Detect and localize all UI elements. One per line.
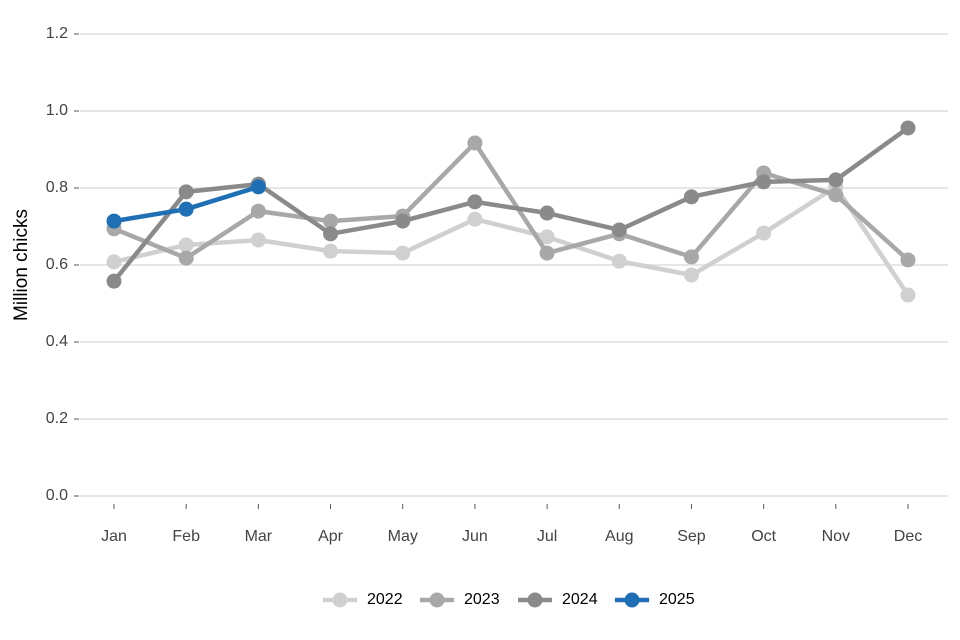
x-tick-label: Nov bbox=[822, 528, 850, 545]
y-tick-label: 0.0 bbox=[46, 487, 68, 504]
x-tick-label: Oct bbox=[751, 528, 776, 545]
point bbox=[178, 184, 194, 200]
y-tick-label: 0.2 bbox=[46, 410, 68, 427]
point bbox=[828, 187, 844, 203]
x-tick-label: Mar bbox=[245, 528, 273, 545]
point bbox=[106, 254, 122, 270]
legend-swatch-dot bbox=[332, 592, 348, 608]
x-tick-label: Jul bbox=[537, 528, 557, 545]
y-tick-label: 1.0 bbox=[46, 102, 68, 119]
point bbox=[395, 245, 411, 261]
x-tick-label: Dec bbox=[894, 528, 922, 545]
point bbox=[611, 253, 627, 269]
x-tick-label: Feb bbox=[172, 528, 200, 545]
series-line bbox=[112, 126, 910, 283]
legend-swatch-dot bbox=[624, 592, 640, 608]
x-tick-label: Aug bbox=[605, 528, 633, 545]
point bbox=[683, 249, 699, 265]
point bbox=[323, 243, 339, 259]
point bbox=[178, 201, 194, 217]
point bbox=[250, 203, 266, 219]
legend-swatch-dot bbox=[429, 592, 445, 608]
point bbox=[683, 189, 699, 205]
x-tick-label: May bbox=[388, 528, 418, 545]
y-tick-label: 1.2 bbox=[46, 25, 68, 42]
point bbox=[683, 267, 699, 283]
legend-label: 2022 bbox=[367, 591, 403, 608]
point bbox=[756, 174, 772, 190]
point bbox=[467, 211, 483, 227]
point bbox=[900, 120, 916, 136]
point bbox=[323, 226, 339, 242]
point bbox=[467, 135, 483, 151]
x-tick-label: Jun bbox=[462, 528, 488, 545]
point bbox=[900, 287, 916, 303]
point bbox=[539, 205, 555, 221]
point bbox=[828, 172, 844, 188]
point bbox=[250, 179, 266, 195]
x-tick-label: Jan bbox=[101, 528, 127, 545]
point bbox=[900, 252, 916, 268]
point bbox=[539, 229, 555, 245]
point bbox=[323, 213, 339, 229]
series-line bbox=[113, 184, 910, 297]
point bbox=[611, 222, 627, 238]
series-line bbox=[113, 140, 910, 262]
point bbox=[250, 232, 266, 248]
legend-swatch-dot bbox=[527, 592, 543, 608]
y-axis-title: Million chicks bbox=[11, 209, 32, 321]
point bbox=[178, 237, 194, 253]
y-tick-label: 0.8 bbox=[46, 179, 68, 196]
point bbox=[395, 213, 411, 229]
point bbox=[467, 194, 483, 210]
y-tick-label: 0.6 bbox=[46, 256, 68, 273]
point bbox=[756, 225, 772, 241]
legend-label: 2024 bbox=[562, 591, 598, 608]
legend-label: 2023 bbox=[464, 591, 500, 608]
x-tick-label: Sep bbox=[677, 528, 706, 545]
y-tick-label: 0.4 bbox=[46, 333, 68, 350]
point bbox=[106, 273, 122, 289]
x-tick-label: Apr bbox=[318, 528, 344, 545]
point bbox=[178, 250, 194, 266]
point bbox=[106, 213, 122, 229]
legend-label: 2025 bbox=[659, 591, 695, 608]
point bbox=[539, 245, 555, 261]
